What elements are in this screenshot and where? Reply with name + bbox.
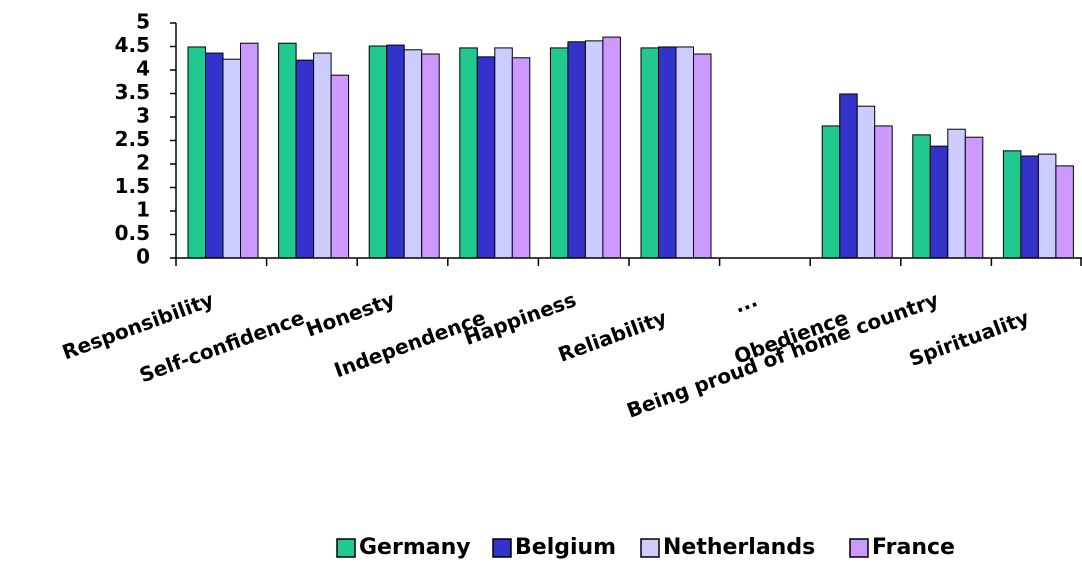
bar [821, 125, 841, 259]
legend-swatch [492, 538, 512, 558]
x-tick-label: ... [731, 287, 761, 317]
x-tick-label: Reliability [555, 305, 670, 366]
legend-label: Belgium [515, 535, 616, 560]
bar [640, 47, 659, 259]
legend-swatch [336, 538, 356, 558]
y-tick-label: 1 [136, 198, 150, 222]
bar [602, 36, 621, 259]
bar [459, 47, 478, 259]
bar [929, 145, 949, 259]
bar [549, 47, 569, 259]
bar [511, 57, 531, 259]
legend-label: Netherlands [663, 535, 815, 560]
bar [222, 58, 241, 259]
bar [295, 59, 315, 259]
bar [567, 41, 586, 259]
bar [386, 44, 405, 259]
bar [368, 45, 388, 259]
bar [476, 56, 496, 259]
bar [912, 134, 931, 259]
y-tick-label: 1.5 [115, 174, 150, 198]
bar [313, 52, 332, 259]
x-tick-label: Honesty [303, 287, 398, 341]
bar [856, 105, 876, 259]
y-tick-label: 3.5 [115, 80, 150, 104]
legend-label: Germany [359, 535, 471, 560]
bar [330, 74, 350, 259]
bar [278, 42, 297, 259]
bar [658, 46, 677, 259]
bar [874, 125, 893, 259]
y-tick-label: 2 [136, 151, 150, 175]
y-tick-label: 0.5 [115, 221, 150, 245]
y-tick-label: 0 [136, 245, 150, 269]
x-tick-label: Being proud of home country [623, 287, 941, 422]
bar [584, 40, 604, 259]
bar [675, 46, 694, 259]
bar [1002, 150, 1022, 259]
bar [187, 46, 206, 259]
bar [1020, 155, 1039, 259]
bar [1055, 165, 1074, 259]
legend-swatch [640, 538, 660, 558]
bar [839, 93, 858, 259]
legend-swatch [849, 538, 869, 558]
bar [1037, 153, 1057, 259]
y-tick-label: 4 [136, 57, 150, 81]
bar [240, 42, 259, 259]
bar [947, 128, 966, 259]
y-tick-label: 2.5 [115, 127, 150, 151]
bar [403, 49, 423, 259]
bar [964, 136, 984, 259]
y-tick-label: 4.5 [115, 33, 150, 57]
bar [205, 52, 224, 259]
bar [494, 47, 513, 259]
legend-label: France [872, 535, 955, 560]
bar [693, 53, 712, 259]
y-tick-label: 5 [136, 10, 150, 34]
bar [421, 53, 440, 259]
y-tick-label: 3 [136, 104, 150, 128]
